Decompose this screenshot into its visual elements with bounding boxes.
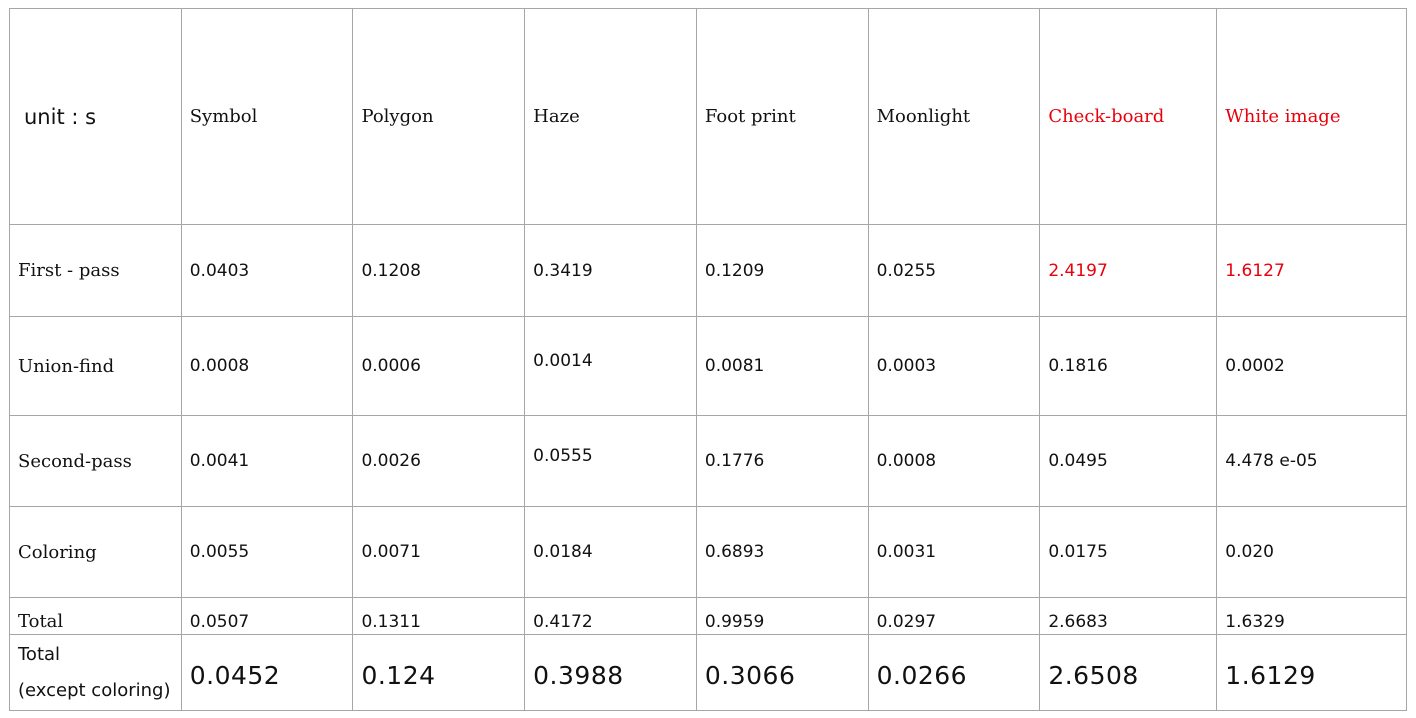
table-cell: 0.0055 [180, 506, 354, 598]
cell-value: 0.0014 [533, 351, 593, 371]
col-header-check-board: Check-board [1039, 8, 1218, 225]
col-header-moonlight: Moonlight [867, 8, 1041, 225]
table-cell: 0.9959 [695, 597, 869, 635]
table-cell: 0.1311 [352, 597, 526, 635]
table-cell: 0.0184 [524, 506, 697, 598]
row-label-line2: (except coloring) [18, 679, 171, 701]
table-cell: 0.0081 [695, 316, 869, 416]
table-cell: 0.020 [1216, 506, 1407, 598]
table-cell: 0.1776 [695, 415, 869, 507]
timing-table: unit : s Symbol Polygon Haze Foot print … [9, 8, 1407, 711]
table-row-total: Total 0.0507 0.1311 0.4172 0.9959 0.0297… [9, 597, 1407, 635]
table-cell: 0.0071 [352, 506, 526, 598]
table-cell: 0.0507 [180, 597, 354, 635]
table-cell: 0.0403 [180, 224, 354, 317]
row-label-first-pass: First - pass [9, 224, 182, 317]
table-cell: 0.3419 [524, 224, 697, 317]
col-header-symbol: Symbol [180, 8, 354, 225]
table-cell: 2.6683 [1039, 597, 1218, 635]
cell-value: 0.0555 [533, 446, 593, 466]
col-header-foot-print: Foot print [695, 8, 869, 225]
col-header-polygon: Polygon [352, 8, 526, 225]
table-cell: 0.124 [352, 634, 526, 711]
table-cell: 0.0002 [1216, 316, 1407, 416]
table-cell: 0.6893 [695, 506, 869, 598]
table-cell: 1.6329 [1216, 597, 1407, 635]
header-row: unit : s Symbol Polygon Haze Foot print … [9, 8, 1407, 225]
table-row-union-find: Union-find 0.0008 0.0006 0.0014 0.0081 0… [9, 316, 1407, 416]
table-cell: 0.0008 [867, 415, 1041, 507]
table-cell: 0.0555 [524, 415, 697, 507]
row-label-line1: Total [18, 643, 61, 665]
table-cell: 0.0175 [1039, 506, 1218, 598]
row-label-total-except-coloring: Total (except coloring) [9, 634, 182, 711]
table-cell: 0.0266 [867, 634, 1041, 711]
table-cell: 0.0026 [352, 415, 526, 507]
row-label-coloring: Coloring [9, 506, 182, 598]
row-label-total: Total [18, 611, 64, 632]
cell-value: 0.9959 [704, 612, 765, 632]
col-header-white-image: White image [1216, 8, 1407, 225]
table-cell: 0.1816 [1039, 316, 1218, 416]
table-row-second-pass: Second-pass 0.0041 0.0026 0.0555 0.1776 … [9, 415, 1407, 507]
table-cell: 0.0006 [352, 316, 526, 416]
table-cell: 0.0041 [180, 415, 354, 507]
cell-value: 1.6329 [1225, 612, 1285, 632]
table-cell: 4.478 e-05 [1216, 415, 1407, 507]
table-row-total-except-coloring: Total (except coloring) 0.0452 0.124 0.3… [9, 634, 1407, 711]
table-cell: 0.0495 [1039, 415, 1218, 507]
table-cell: 0.0297 [867, 597, 1041, 635]
table-cell: 0.3066 [695, 634, 869, 711]
row-label-second-pass: Second-pass [9, 415, 182, 507]
cell-value: 0.4172 [533, 612, 593, 632]
cell-value: 0.0507 [189, 612, 250, 632]
cell-value: 0.1311 [361, 612, 421, 632]
cell-value: 0.0297 [876, 612, 937, 632]
table-cell: 0.0003 [867, 316, 1041, 416]
table-cell: 0.0452 [180, 634, 354, 711]
table-cell: 0.1208 [352, 224, 526, 317]
table-cell: 0.4172 [524, 597, 697, 635]
table-cell: 0.0014 [524, 316, 697, 416]
col-header-haze: Haze [524, 8, 697, 225]
row-label-union-find: Union-find [9, 316, 182, 416]
table-row-coloring: Coloring 0.0055 0.0071 0.0184 0.6893 0.0… [9, 506, 1407, 598]
cell-value: 2.6683 [1048, 612, 1108, 632]
table-cell: 1.6127 [1216, 224, 1407, 317]
table-cell: 0.1209 [695, 224, 869, 317]
table-cell: 2.6508 [1039, 634, 1218, 711]
timing-table-container: unit : s Symbol Polygon Haze Foot print … [9, 8, 1407, 711]
table-cell: 1.6129 [1216, 634, 1407, 711]
table-cell: 0.0031 [867, 506, 1041, 598]
table-row-first-pass: First - pass 0.0403 0.1208 0.3419 0.1209… [9, 224, 1407, 317]
table-cell: 0.0255 [867, 224, 1041, 317]
table-cell: 0.3988 [524, 634, 697, 711]
table-cell: Total [9, 597, 182, 635]
table-cell: 2.4197 [1039, 224, 1218, 317]
table-cell: 0.0008 [180, 316, 354, 416]
unit-label: unit : s [9, 8, 182, 225]
